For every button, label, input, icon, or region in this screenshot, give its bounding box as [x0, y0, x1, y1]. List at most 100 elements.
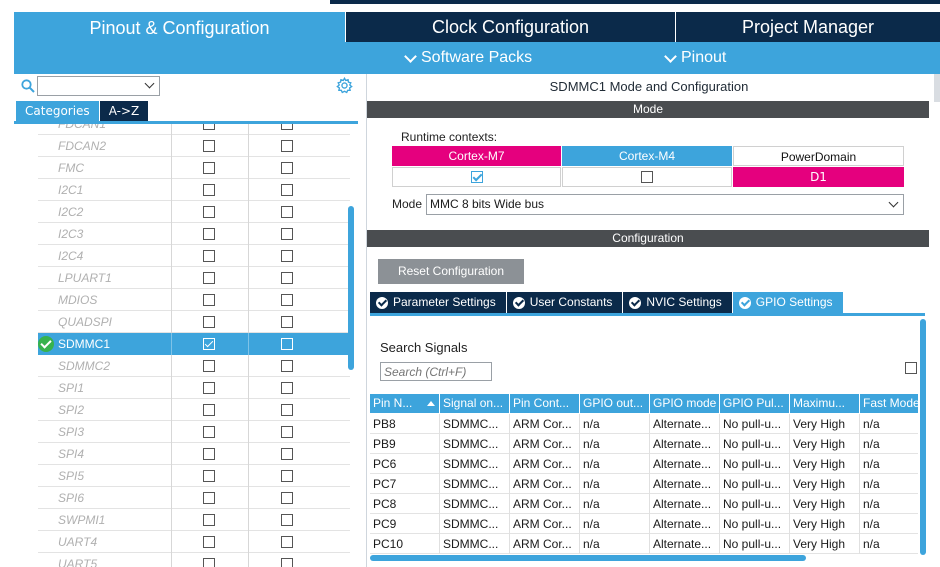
cortex-m4-checkbox[interactable]: [281, 316, 293, 328]
cortex-m4-checkbox[interactable]: [281, 492, 293, 504]
cortex-m4-checkbox[interactable]: [281, 184, 293, 196]
tab-parameter-settings[interactable]: Parameter Settings: [370, 292, 506, 313]
gpio-table-row[interactable]: PC9 SDMMC... ARM Cor... n/a Alternate... No p…: [370, 514, 918, 534]
cortex-m4-checkbox[interactable]: [641, 171, 653, 183]
gpio-table-row[interactable]: PC8 SDMMC... ARM Cor... n/a Alternate... No p…: [370, 494, 918, 514]
peripheral-row[interactable]: LPUART1: [38, 267, 350, 289]
tab-project-manager[interactable]: Project Manager: [676, 12, 940, 42]
tab-user-constants[interactable]: User Constants: [506, 292, 623, 313]
cortex-m7-checkbox[interactable]: [203, 140, 215, 152]
cortex-m7-checkbox[interactable]: [203, 492, 215, 504]
cortex-m7-checkbox[interactable]: [203, 250, 215, 262]
peripheral-row[interactable]: I2C3: [38, 223, 350, 245]
cortex-m4-checkbox[interactable]: [281, 206, 293, 218]
cortex-m4-checkbox[interactable]: [281, 124, 293, 130]
peripheral-row[interactable]: UART4: [38, 531, 350, 553]
cortex-m4-checkbox[interactable]: [281, 338, 293, 350]
cortex-m7-checkbox[interactable]: [203, 382, 215, 394]
cortex-m4-checkbox[interactable]: [281, 272, 293, 284]
cortex-m7-checkbox[interactable]: [203, 558, 215, 567]
peripheral-row[interactable]: UART5: [38, 553, 350, 567]
cortex-m7-checkbox[interactable]: [203, 316, 215, 328]
cortex-m4-checkbox[interactable]: [281, 360, 293, 372]
peripheral-row[interactable]: SPI1: [38, 377, 350, 399]
cortex-m7-checkbox[interactable]: [203, 228, 215, 240]
gpio-table-row[interactable]: PC7 SDMMC... ARM Cor... n/a Alternate... No p…: [370, 474, 918, 494]
cortex-m4-checkbox[interactable]: [281, 140, 293, 152]
cortex-m4-checkbox[interactable]: [281, 514, 293, 526]
peripheral-row[interactable]: MDIOS: [38, 289, 350, 311]
gpio-table-row[interactable]: PB9 SDMMC... ARM Cor... n/a Alternate... No p…: [370, 434, 918, 454]
peripheral-row[interactable]: FMC: [38, 157, 350, 179]
gpio-column-header[interactable]: Pin N...: [370, 394, 440, 413]
gpio-column-header[interactable]: GPIO out...: [580, 394, 650, 413]
tab-categories[interactable]: Categories: [16, 101, 99, 121]
cortex-m7-checkbox[interactable]: [203, 426, 215, 438]
cortex-m7-checkbox[interactable]: [203, 272, 215, 284]
cortex-m4-checkbox[interactable]: [281, 470, 293, 482]
gpio-table-row[interactable]: PC6 SDMMC... ARM Cor... n/a Alternate... No p…: [370, 454, 918, 474]
peripheral-row[interactable]: SPI3: [38, 421, 350, 443]
cortex-m7-checkbox[interactable]: [203, 360, 215, 372]
tab-nvic-settings[interactable]: NVIC Settings: [623, 292, 732, 313]
cortex-m7-checkbox[interactable]: [203, 448, 215, 460]
peripheral-search-combo[interactable]: [37, 76, 160, 96]
cortex-m7-checkbox[interactable]: [203, 206, 215, 218]
peripheral-row[interactable]: SWPMI1: [38, 509, 350, 531]
gpio-column-header[interactable]: GPIO mode: [650, 394, 720, 413]
gpio-column-header[interactable]: Fast Mode: [860, 394, 918, 413]
panel-scrollbar[interactable]: [934, 74, 940, 102]
cortex-m4-checkbox[interactable]: [281, 426, 293, 438]
power-domain-value[interactable]: D1: [733, 167, 904, 187]
cortex-m4-checkbox[interactable]: [281, 250, 293, 262]
peripheral-row[interactable]: FDCAN1: [38, 124, 350, 135]
tab-a-to-z[interactable]: A->Z: [99, 101, 149, 121]
cortex-m7-checkbox[interactable]: [470, 171, 483, 183]
gpio-table-row[interactable]: PB8 SDMMC... ARM Cor... n/a Alternate... No p…: [370, 414, 918, 434]
cortex-m7-checkbox[interactable]: [203, 184, 215, 196]
gpio-column-header[interactable]: Pin Cont...: [510, 394, 580, 413]
tab-pinout-configuration[interactable]: Pinout & Configuration: [14, 12, 345, 74]
cortex-m4-checkbox[interactable]: [281, 228, 293, 240]
peripheral-row[interactable]: I2C2: [38, 201, 350, 223]
peripheral-row[interactable]: I2C1: [38, 179, 350, 201]
cortex-m7-checkbox[interactable]: [203, 404, 215, 416]
show-only-modified-checkbox[interactable]: [905, 362, 917, 374]
peripheral-row[interactable]: SPI6: [38, 487, 350, 509]
cortex-m7-checkbox[interactable]: [203, 294, 215, 306]
gear-icon[interactable]: [336, 77, 353, 94]
peripheral-list-scrollbar[interactable]: [348, 206, 354, 370]
gpio-column-header[interactable]: Maximu...: [790, 394, 860, 413]
cortex-m4-checkbox[interactable]: [281, 404, 293, 416]
gpio-column-header[interactable]: Signal on...: [440, 394, 510, 413]
cortex-m7-checkbox[interactable]: [203, 338, 215, 350]
peripheral-row[interactable]: I2C4: [38, 245, 350, 267]
cortex-m4-checkbox[interactable]: [281, 448, 293, 460]
peripheral-row[interactable]: SDMMC2: [38, 355, 350, 377]
cortex-m4-checkbox[interactable]: [281, 382, 293, 394]
cortex-m4-checkbox[interactable]: [281, 536, 293, 548]
cortex-m7-checkbox[interactable]: [203, 536, 215, 548]
cortex-m7-checkbox[interactable]: [203, 124, 215, 130]
peripheral-row[interactable]: SPI2: [38, 399, 350, 421]
reset-configuration-button[interactable]: Reset Configuration: [378, 259, 524, 284]
cortex-m4-checkbox[interactable]: [281, 294, 293, 306]
gpio-table-vertical-scrollbar[interactable]: [920, 319, 926, 555]
tab-gpio-settings[interactable]: GPIO Settings: [732, 292, 843, 313]
peripheral-row[interactable]: SPI4: [38, 443, 350, 465]
pinout-menu[interactable]: Pinout: [665, 49, 726, 67]
cortex-m7-checkbox[interactable]: [203, 470, 215, 482]
cortex-m7-checkbox[interactable]: [203, 514, 215, 526]
gpio-table-horizontal-scrollbar[interactable]: [370, 555, 806, 561]
mode-select[interactable]: MMC 8 bits Wide bus: [426, 194, 904, 215]
gpio-table-row[interactable]: PC10 SDMMC... ARM Cor... n/a Alternate... No …: [370, 534, 918, 554]
peripheral-row[interactable]: SDMMC1: [38, 333, 350, 355]
cortex-m4-checkbox[interactable]: [281, 162, 293, 174]
gpio-column-header[interactable]: GPIO Pul...: [720, 394, 790, 413]
peripheral-row[interactable]: FDCAN2: [38, 135, 350, 157]
software-packs-menu[interactable]: Software Packs: [405, 49, 532, 67]
cortex-m7-checkbox[interactable]: [203, 162, 215, 174]
peripheral-row[interactable]: QUADSPI: [38, 311, 350, 333]
tab-clock-configuration[interactable]: Clock Configuration: [346, 12, 675, 42]
peripheral-row[interactable]: SPI5: [38, 465, 350, 487]
